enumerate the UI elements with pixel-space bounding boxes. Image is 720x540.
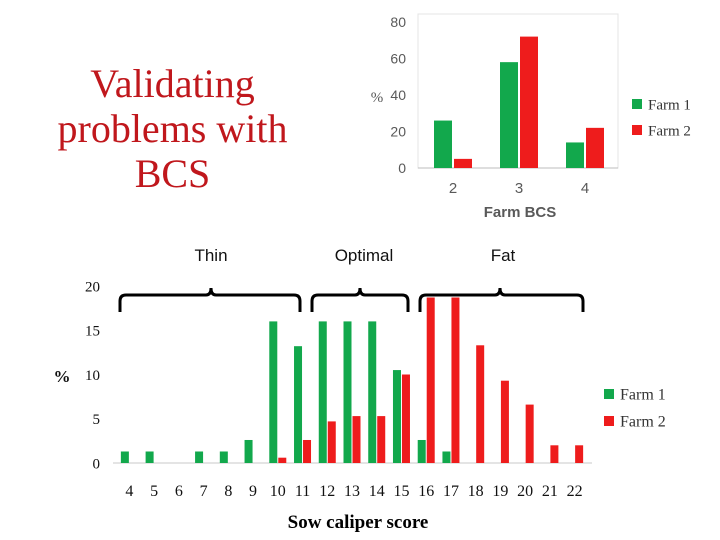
bar-farm-1 — [120, 451, 129, 463]
x-tick-label: 4 — [125, 483, 133, 500]
x-tick-label: 14 — [369, 483, 385, 500]
y-tick-label: 5 — [93, 412, 101, 428]
x-tick-label: 19 — [492, 483, 508, 500]
x-tick-label: 9 — [249, 483, 257, 500]
legend-swatch — [604, 389, 614, 399]
x-tick-label: 17 — [443, 483, 459, 500]
x-tick-label: 12 — [319, 483, 335, 500]
legend-label: Farm 2 — [648, 123, 691, 139]
x-tick-label: 6 — [175, 483, 183, 500]
bar-farm-1 — [500, 62, 518, 168]
category-label-thin: Thin — [194, 246, 228, 265]
x-tick-label: 16 — [418, 483, 434, 500]
bar-farm-2 — [401, 374, 410, 463]
bar-farm-2 — [476, 345, 485, 463]
x-tick-label: 18 — [468, 483, 484, 500]
bar-farm-1 — [244, 439, 253, 463]
x-tick-label: 20 — [517, 483, 533, 500]
brace-optimal — [310, 287, 410, 312]
x-tick-label: 22 — [567, 483, 583, 500]
legend-label: Farm 1 — [620, 387, 666, 404]
x-tick-label: 4 — [581, 180, 589, 197]
bar-farm-2 — [303, 439, 312, 463]
x-tick-label: 8 — [224, 483, 232, 500]
brace-fat — [418, 287, 585, 312]
legend-swatch — [632, 99, 642, 109]
x-axis-label: Farm BCS — [484, 204, 557, 221]
y-tick-label: 15 — [85, 324, 100, 340]
legend-label: Farm 1 — [648, 97, 691, 113]
bar-farm-1 — [294, 346, 303, 463]
bar-farm-2 — [520, 36, 538, 168]
title-line-1: Validating — [90, 61, 255, 106]
title-line-2: problems with — [57, 105, 288, 151]
x-tick-label: 2 — [449, 180, 457, 197]
bar-farm-1 — [566, 142, 584, 168]
bar-farm-2 — [352, 416, 361, 463]
bar-farm-2 — [426, 297, 435, 463]
bar-farm-1 — [145, 451, 154, 463]
y-tick-label: 80 — [390, 14, 406, 30]
y-tick-label: 40 — [390, 87, 406, 103]
bar-farm-1 — [269, 321, 278, 463]
bar-farm-2 — [586, 127, 604, 168]
bar-farm-1 — [442, 451, 451, 463]
y-tick-label: 0 — [398, 160, 406, 176]
bar-farm-1 — [417, 439, 426, 463]
bar-farm-1 — [368, 321, 377, 463]
bar-farm-1 — [434, 120, 452, 168]
x-tick-label: 10 — [270, 483, 286, 500]
brace-thin — [118, 287, 302, 312]
bar-farm-1 — [343, 321, 352, 463]
bar-farm-2 — [327, 421, 336, 463]
y-axis-label: % — [371, 90, 384, 106]
legend-label: Farm 2 — [620, 414, 666, 431]
bar-farm-2 — [550, 445, 559, 463]
x-axis-label: Sow caliper score — [288, 512, 429, 533]
bar-farm-1 — [195, 451, 204, 463]
x-tick-label: 21 — [542, 483, 558, 500]
legend-swatch — [632, 125, 642, 135]
bar-farm-2 — [278, 457, 287, 463]
bar-farm-1 — [392, 370, 401, 463]
bar-farm-2 — [377, 416, 386, 463]
y-tick-label: 0 — [93, 456, 101, 472]
bar-farm-2 — [454, 158, 472, 168]
y-tick-label: 20 — [390, 123, 406, 139]
x-tick-label: 7 — [200, 483, 208, 500]
y-tick-label: 60 — [390, 50, 406, 66]
slide-title: Validating problems with BCS — [20, 61, 325, 196]
x-tick-label: 15 — [393, 483, 409, 500]
bar-farm-1 — [219, 451, 228, 463]
bar-farm-2 — [500, 380, 509, 463]
bar-farm-2 — [451, 297, 460, 463]
x-tick-label: 13 — [344, 483, 360, 500]
x-tick-label: 5 — [150, 483, 158, 500]
bar-farm-1 — [318, 321, 327, 463]
category-label-optimal: Optimal — [334, 246, 394, 265]
legend-swatch — [604, 416, 614, 426]
category-label-fat: Fat — [490, 246, 516, 265]
y-axis-label: % — [54, 367, 71, 386]
x-tick-label: 11 — [295, 483, 310, 500]
bar-farm-2 — [525, 404, 534, 463]
bar-farm-2 — [575, 445, 584, 463]
y-tick-label: 20 — [85, 279, 100, 295]
y-tick-label: 10 — [85, 368, 100, 384]
title-line-3: BCS — [134, 150, 211, 196]
x-tick-label: 3 — [515, 180, 523, 197]
